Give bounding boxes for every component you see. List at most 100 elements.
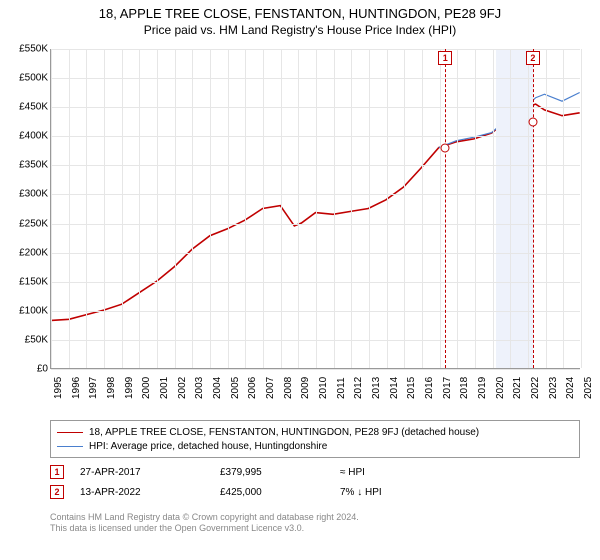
x-gridline — [157, 49, 158, 368]
y-tick-label: £200K — [4, 247, 48, 258]
sales-pct: 7% ↓ HPI — [340, 487, 460, 498]
x-gridline — [175, 49, 176, 368]
x-gridline — [139, 49, 140, 368]
x-tick-label: 2005 — [230, 377, 241, 399]
x-tick-label: 2013 — [371, 377, 382, 399]
x-gridline — [192, 49, 193, 368]
sales-date: 27-APR-2017 — [80, 467, 220, 478]
x-tick-label: 2022 — [530, 377, 541, 399]
x-tick-label: 2004 — [212, 377, 223, 399]
x-tick-label: 2020 — [495, 377, 506, 399]
x-tick-label: 1995 — [53, 377, 64, 399]
x-gridline — [51, 49, 52, 368]
footer-attribution: Contains HM Land Registry data © Crown c… — [50, 512, 580, 535]
x-tick-label: 2014 — [389, 377, 400, 399]
x-gridline — [581, 49, 582, 368]
x-gridline — [510, 49, 511, 368]
x-tick-label: 2007 — [265, 377, 276, 399]
x-gridline — [475, 49, 476, 368]
legend-row: 18, APPLE TREE CLOSE, FENSTANTON, HUNTIN… — [57, 425, 573, 439]
y-tick-label: £50K — [4, 334, 48, 345]
y-tick-label: £500K — [4, 73, 48, 84]
x-tick-label: 2002 — [177, 377, 188, 399]
x-gridline — [546, 49, 547, 368]
x-tick-label: 2009 — [300, 377, 311, 399]
x-gridline — [387, 49, 388, 368]
x-tick-label: 2016 — [424, 377, 435, 399]
x-gridline — [369, 49, 370, 368]
x-tick-label: 2003 — [194, 377, 205, 399]
legend-box: 18, APPLE TREE CLOSE, FENSTANTON, HUNTIN… — [50, 420, 580, 458]
x-gridline — [298, 49, 299, 368]
sale-marker-dot-2 — [528, 117, 537, 126]
x-tick-label: 2017 — [442, 377, 453, 399]
x-tick-label: 2008 — [283, 377, 294, 399]
sales-row: 1 27-APR-2017£379,995≈ HPI — [50, 462, 580, 482]
chart-title: 18, APPLE TREE CLOSE, FENSTANTON, HUNTIN… — [0, 6, 600, 21]
legend-label: HPI: Average price, detached house, Hunt… — [89, 441, 327, 452]
x-gridline — [210, 49, 211, 368]
x-gridline — [334, 49, 335, 368]
x-tick-label: 2025 — [583, 377, 594, 399]
legend-label: 18, APPLE TREE CLOSE, FENSTANTON, HUNTIN… — [89, 427, 479, 438]
x-gridline — [104, 49, 105, 368]
x-tick-label: 2010 — [318, 377, 329, 399]
x-gridline — [228, 49, 229, 368]
x-tick-label: 1998 — [106, 377, 117, 399]
x-tick-label: 2023 — [548, 377, 559, 399]
sales-row: 2 13-APR-2022£425,0007% ↓ HPI — [50, 482, 580, 502]
sale-vline-1 — [445, 49, 446, 368]
y-tick-label: £250K — [4, 218, 48, 229]
y-tick-label: £550K — [4, 44, 48, 55]
y-tick-label: £450K — [4, 102, 48, 113]
chart-subtitle: Price paid vs. HM Land Registry's House … — [0, 23, 600, 37]
footer-line-1: Contains HM Land Registry data © Crown c… — [50, 512, 580, 523]
x-gridline — [404, 49, 405, 368]
x-tick-label: 2011 — [336, 377, 347, 399]
x-gridline — [316, 49, 317, 368]
x-gridline — [422, 49, 423, 368]
legend-swatch — [57, 432, 83, 433]
footer-line-2: This data is licensed under the Open Gov… — [50, 523, 580, 534]
chart-area: 12 £0£50K£100K£150K£200K£250K£300K£350K£… — [0, 39, 600, 419]
x-tick-label: 1999 — [124, 377, 135, 399]
x-gridline — [245, 49, 246, 368]
chart-title-area: 18, APPLE TREE CLOSE, FENSTANTON, HUNTIN… — [0, 0, 600, 39]
x-tick-label: 2006 — [247, 377, 258, 399]
x-gridline — [69, 49, 70, 368]
x-gridline — [86, 49, 87, 368]
x-gridline — [263, 49, 264, 368]
y-tick-label: £400K — [4, 131, 48, 142]
x-tick-label: 2000 — [141, 377, 152, 399]
sales-table: 1 27-APR-2017£379,995≈ HPI 2 13-APR-2022£42… — [50, 462, 580, 502]
x-gridline — [563, 49, 564, 368]
y-tick-label: £300K — [4, 189, 48, 200]
legend-swatch — [57, 446, 83, 447]
sales-row-marker: 2 — [50, 485, 64, 499]
sales-pct: ≈ HPI — [340, 467, 460, 478]
legend-row: HPI: Average price, detached house, Hunt… — [57, 439, 573, 453]
x-gridline — [351, 49, 352, 368]
x-tick-label: 2001 — [159, 377, 170, 399]
x-gridline — [281, 49, 282, 368]
x-tick-label: 2012 — [353, 377, 364, 399]
x-gridline — [122, 49, 123, 368]
x-tick-label: 2024 — [565, 377, 576, 399]
x-tick-label: 1996 — [71, 377, 82, 399]
x-gridline — [440, 49, 441, 368]
x-tick-label: 1997 — [88, 377, 99, 399]
sale-marker-box-1: 1 — [438, 51, 452, 65]
x-gridline — [528, 49, 529, 368]
sales-price: £379,995 — [220, 467, 340, 478]
y-tick-label: £350K — [4, 160, 48, 171]
y-gridline — [51, 369, 580, 370]
x-tick-label: 2018 — [459, 377, 470, 399]
sales-row-marker: 1 — [50, 465, 64, 479]
x-gridline — [457, 49, 458, 368]
x-tick-label: 2021 — [512, 377, 523, 399]
sales-price: £425,000 — [220, 487, 340, 498]
sale-vline-2 — [533, 49, 534, 368]
plot-area: 12 — [50, 49, 580, 369]
sales-date: 13-APR-2022 — [80, 487, 220, 498]
x-tick-label: 2015 — [406, 377, 417, 399]
